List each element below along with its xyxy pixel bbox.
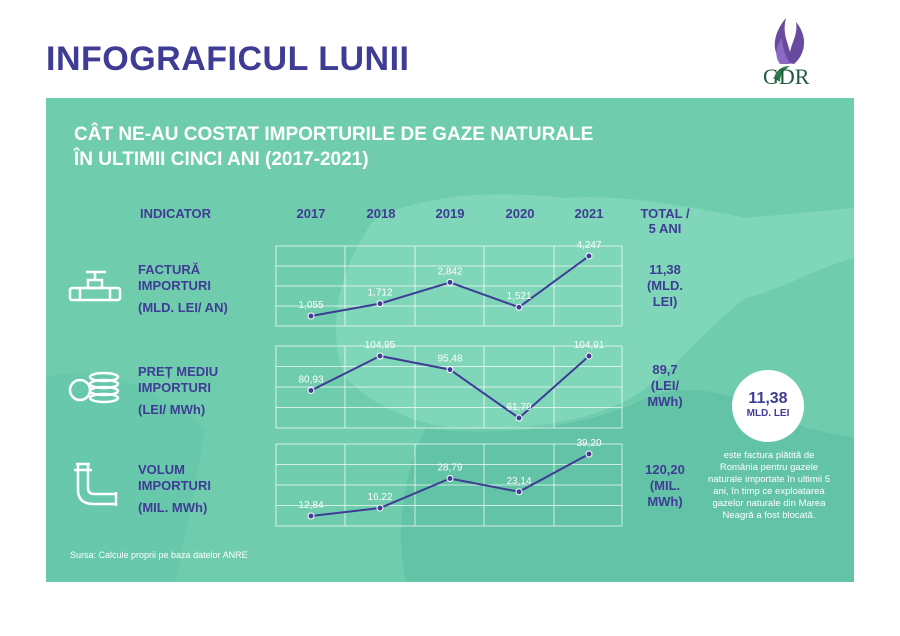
data-label: 28,79 bbox=[437, 462, 462, 473]
map-background bbox=[46, 194, 854, 582]
data-point bbox=[515, 488, 523, 496]
data-point bbox=[585, 352, 593, 360]
total-pret: 89,7 (LEI/ MWh) bbox=[626, 362, 704, 410]
row-label-line1: FACTURĂ bbox=[138, 262, 201, 277]
data-label: 95,48 bbox=[437, 354, 462, 365]
data-label: 39,20 bbox=[576, 438, 601, 449]
line-charts: 1,055 1,712 2,842 1,521 4,247 80,93 104,95 95,4… bbox=[275, 240, 623, 527]
subtitle-line2: ÎN ULTIMII CINCI ANI (2017-2021) bbox=[74, 149, 369, 170]
data-label: 104,91 bbox=[574, 340, 605, 351]
data-point bbox=[307, 387, 315, 395]
callout-badge: 11,38 MLD. LEI bbox=[732, 370, 804, 442]
total-value: 89,7 bbox=[652, 362, 678, 377]
infographic-subtitle: CÂT NE-AU COSTAT IMPORTURILE DE GAZE NAT… bbox=[74, 122, 593, 172]
row-label-line2: IMPORTURI bbox=[138, 478, 211, 493]
data-point bbox=[376, 352, 384, 360]
row-unit: (MLD. LEI/ AN) bbox=[138, 300, 228, 315]
indicator-header: INDICATOR bbox=[140, 206, 212, 221]
row-unit: (MIL. MWh) bbox=[138, 500, 208, 515]
data-point bbox=[585, 252, 593, 260]
coins-icon bbox=[68, 371, 120, 404]
infographic-panel: CÂT NE-AU COSTAT IMPORTURILE DE GAZE NAT… bbox=[46, 98, 854, 582]
total-unit-line2: MWh) bbox=[647, 394, 683, 409]
data-label: 104,95 bbox=[365, 340, 396, 351]
data-label: 16,22 bbox=[367, 492, 392, 503]
row-label-line2: IMPORTURI bbox=[138, 380, 211, 395]
total-unit-line2: MWh) bbox=[647, 494, 683, 509]
total-value: 11,38 bbox=[649, 262, 681, 277]
pipe-icon bbox=[74, 462, 118, 506]
total-header-line2: 5 ANI bbox=[648, 221, 682, 236]
data-point bbox=[585, 450, 593, 458]
row-unit: (LEI/ MWh) bbox=[138, 402, 206, 417]
row-label-volum: VOLUM IMPORTURI (MIL. MWh) bbox=[138, 462, 211, 516]
total-unit-line1: (MLD. bbox=[646, 278, 684, 293]
total-unit-line1: (LEI/ bbox=[650, 378, 680, 393]
data-point bbox=[446, 474, 454, 482]
data-label: 80,93 bbox=[298, 375, 323, 386]
data-label: 61,79 bbox=[506, 402, 531, 413]
valve-pipe-icon bbox=[68, 270, 122, 302]
data-label: 4,247 bbox=[576, 240, 601, 251]
subtitle-line1: CÂT NE-AU COSTAT IMPORTURILE DE GAZE NAT… bbox=[74, 124, 594, 145]
total-unit-line1: (MIL. bbox=[649, 478, 681, 493]
row-label-pret: PREȚ MEDIU IMPORTURI (LEI/ MWh) bbox=[138, 364, 218, 418]
data-label: 1,712 bbox=[367, 288, 392, 299]
year-header: 2018 bbox=[366, 206, 396, 221]
callout-value: 11,38 bbox=[748, 390, 788, 407]
row-label-factura: FACTURĂ IMPORTURI (MLD. LEI/ AN) bbox=[138, 262, 228, 316]
row-label-line1: VOLUM bbox=[138, 462, 185, 477]
data-label: 12,84 bbox=[298, 500, 323, 511]
total-factura: 11,38 (MLD. LEI) bbox=[626, 262, 704, 310]
data-point bbox=[515, 303, 523, 311]
data-label: 1,055 bbox=[298, 300, 323, 311]
data-point bbox=[446, 366, 454, 374]
total-header-line1: TOTAL / bbox=[640, 206, 690, 221]
gdr-flame-logo-icon bbox=[774, 18, 805, 82]
data-label: 23,14 bbox=[506, 476, 531, 487]
row-label-line2: IMPORTURI bbox=[138, 278, 211, 293]
data-point bbox=[307, 312, 315, 320]
total-value: 120,20 bbox=[645, 462, 685, 477]
data-point bbox=[307, 512, 315, 520]
total-unit-line2: LEI) bbox=[652, 294, 678, 309]
year-header: 2020 bbox=[505, 206, 535, 221]
data-point bbox=[446, 278, 454, 286]
data-label: 2,842 bbox=[437, 266, 462, 277]
page-title: INFOGRAFICUL LUNII bbox=[46, 40, 410, 78]
year-header: 2021 bbox=[574, 206, 604, 221]
callout-text: este factura plătită de România pentru g… bbox=[708, 450, 830, 521]
data-point bbox=[515, 414, 523, 422]
data-point bbox=[376, 504, 384, 512]
year-header: 2017 bbox=[296, 206, 326, 221]
total-volum: 120,20 (MIL. MWh) bbox=[626, 462, 704, 510]
total-header: TOTAL / 5 ANI bbox=[626, 206, 704, 236]
logo-text: GDR bbox=[763, 64, 810, 89]
source-note: Sursa: Calcule proprii pe baza datelor A… bbox=[70, 550, 248, 560]
data-label: 1,521 bbox=[506, 291, 531, 302]
row-label-line1: PREȚ MEDIU bbox=[138, 364, 219, 379]
data-point bbox=[376, 300, 384, 308]
callout-unit: MLD. LEI bbox=[746, 408, 790, 419]
year-header: 2019 bbox=[435, 206, 465, 221]
